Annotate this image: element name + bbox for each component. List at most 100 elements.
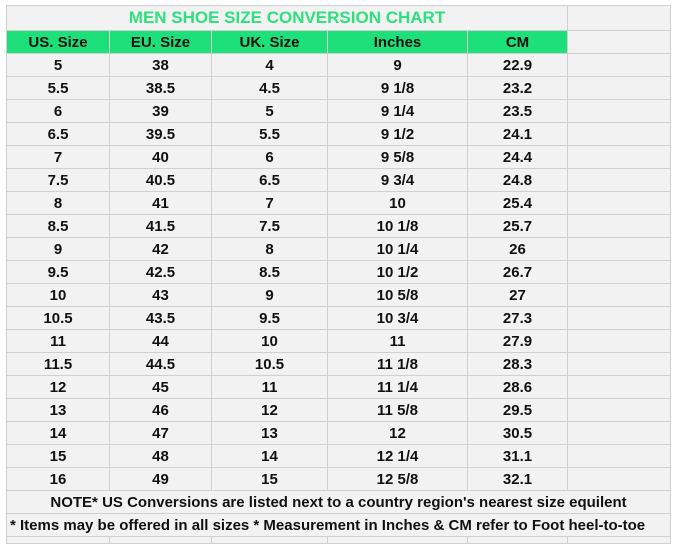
cell-uk-size[interactable]: 14 [211,444,328,468]
column-header-uk-size[interactable]: UK. Size [211,30,328,54]
column-header-eu-size[interactable]: EU. Size [109,30,212,54]
cell-us-size[interactable]: 10 [6,283,110,307]
cell-cm[interactable]: 26 [467,237,568,261]
cell-us-size[interactable]: 9.5 [6,260,110,284]
empty-cell[interactable] [6,536,110,544]
cell-inches[interactable]: 10 1/2 [327,260,468,284]
empty-cell[interactable] [567,145,671,169]
empty-cell[interactable] [567,260,671,284]
cell-cm[interactable]: 24.4 [467,145,568,169]
empty-cell[interactable] [567,421,671,445]
cell-inches[interactable]: 12 1/4 [327,444,468,468]
cell-us-size[interactable]: 11 [6,329,110,353]
empty-cell[interactable] [327,536,468,544]
cell-inches[interactable]: 11 1/8 [327,352,468,376]
cell-uk-size[interactable]: 4 [211,53,328,77]
column-header-inches[interactable]: Inches [327,30,468,54]
cell-uk-size[interactable]: 6.5 [211,168,328,192]
cell-us-size[interactable]: 16 [6,467,110,491]
cell-inches[interactable]: 11 1/4 [327,375,468,399]
cell-us-size[interactable]: 15 [6,444,110,468]
cell-uk-size[interactable]: 10.5 [211,352,328,376]
cell-inches[interactable]: 12 [327,421,468,445]
cell-cm[interactable]: 27 [467,283,568,307]
cell-inches[interactable]: 11 5/8 [327,398,468,422]
cell-eu-size[interactable]: 43 [109,283,212,307]
cell-uk-size[interactable]: 4.5 [211,76,328,100]
cell-uk-size[interactable]: 8 [211,237,328,261]
cell-eu-size[interactable]: 49 [109,467,212,491]
cell-inches[interactable]: 9 1/2 [327,122,468,146]
cell-us-size[interactable]: 13 [6,398,110,422]
cell-eu-size[interactable]: 40.5 [109,168,212,192]
cell-inches[interactable]: 10 [327,191,468,215]
cell-us-size[interactable]: 7 [6,145,110,169]
cell-uk-size[interactable]: 5 [211,99,328,123]
cell-inches[interactable]: 10 5/8 [327,283,468,307]
cell-eu-size[interactable]: 42 [109,237,212,261]
cell-cm[interactable]: 28.3 [467,352,568,376]
cell-uk-size[interactable]: 7 [211,191,328,215]
cell-cm[interactable]: 32.1 [467,467,568,491]
cell-us-size[interactable]: 8 [6,191,110,215]
cell-eu-size[interactable]: 41.5 [109,214,212,238]
empty-cell[interactable] [567,168,671,192]
cell-inches[interactable]: 10 1/4 [327,237,468,261]
empty-cell[interactable] [211,536,328,544]
cell-inches[interactable]: 9 5/8 [327,145,468,169]
cell-us-size[interactable]: 14 [6,421,110,445]
cell-eu-size[interactable]: 39 [109,99,212,123]
cell-us-size[interactable]: 5.5 [6,76,110,100]
empty-cell[interactable] [567,214,671,238]
cell-cm[interactable]: 25.7 [467,214,568,238]
empty-cell[interactable] [567,467,671,491]
cell-uk-size[interactable]: 7.5 [211,214,328,238]
empty-cell[interactable] [567,329,671,353]
cell-eu-size[interactable]: 42.5 [109,260,212,284]
empty-cell[interactable] [567,444,671,468]
cell-cm[interactable]: 23.2 [467,76,568,100]
cell-inches[interactable]: 9 1/4 [327,99,468,123]
cell-cm[interactable]: 27.9 [467,329,568,353]
empty-cell[interactable] [567,30,671,54]
cell-eu-size[interactable]: 48 [109,444,212,468]
cell-uk-size[interactable]: 10 [211,329,328,353]
cell-us-size[interactable]: 11.5 [6,352,110,376]
cell-us-size[interactable]: 10.5 [6,306,110,330]
empty-cell[interactable] [567,53,671,77]
cell-uk-size[interactable]: 12 [211,398,328,422]
cell-cm[interactable]: 28.6 [467,375,568,399]
cell-cm[interactable]: 31.1 [467,444,568,468]
cell-cm[interactable]: 23.5 [467,99,568,123]
empty-cell[interactable] [567,283,671,307]
cell-cm[interactable]: 24.8 [467,168,568,192]
cell-eu-size[interactable]: 45 [109,375,212,399]
empty-cell[interactable] [567,76,671,100]
cell-us-size[interactable]: 6.5 [6,122,110,146]
empty-cell[interactable] [567,375,671,399]
empty-cell[interactable] [567,191,671,215]
empty-cell[interactable] [467,536,568,544]
column-header-cm[interactable]: CM [467,30,568,54]
cell-uk-size[interactable]: 5.5 [211,122,328,146]
cell-us-size[interactable]: 7.5 [6,168,110,192]
cell-eu-size[interactable]: 41 [109,191,212,215]
cell-inches[interactable]: 10 3/4 [327,306,468,330]
cell-cm[interactable]: 29.5 [467,398,568,422]
empty-cell[interactable] [567,237,671,261]
cell-us-size[interactable]: 5 [6,53,110,77]
cell-uk-size[interactable]: 8.5 [211,260,328,284]
cell-cm[interactable]: 22.9 [467,53,568,77]
cell-eu-size[interactable]: 38.5 [109,76,212,100]
cell-cm[interactable]: 24.1 [467,122,568,146]
cell-cm[interactable]: 27.3 [467,306,568,330]
cell-inches[interactable]: 11 [327,329,468,353]
cell-us-size[interactable]: 9 [6,237,110,261]
cell-cm[interactable]: 30.5 [467,421,568,445]
cell-inches[interactable]: 10 1/8 [327,214,468,238]
cell-eu-size[interactable]: 44.5 [109,352,212,376]
cell-cm[interactable]: 26.7 [467,260,568,284]
empty-cell[interactable] [567,352,671,376]
empty-cell[interactable] [109,536,212,544]
cell-uk-size[interactable]: 9.5 [211,306,328,330]
